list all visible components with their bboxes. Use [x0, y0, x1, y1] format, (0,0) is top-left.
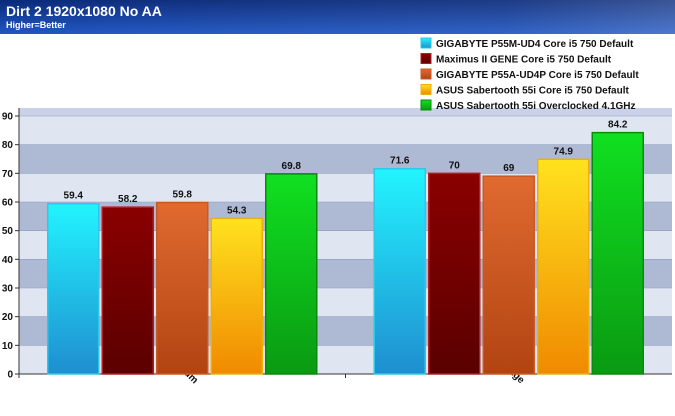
bar [210, 217, 263, 375]
grid-band [19, 116, 672, 145]
y-tick-label: 40 [2, 255, 14, 266]
bar [537, 158, 590, 375]
data-label: 70 [449, 160, 461, 171]
bar [482, 175, 535, 375]
bar [101, 206, 154, 375]
bar [47, 202, 100, 375]
y-tick-label: 60 [2, 198, 14, 209]
legend-label: ASUS Sabertooth 55i Core i5 750 Default [436, 86, 630, 97]
chart-subtitle: Higher=Better [6, 20, 66, 30]
legend-label: GIGABYTE P55M-UD4 Core i5 750 Default [436, 39, 634, 50]
data-label: 59.4 [64, 191, 84, 202]
data-label: 69.8 [282, 161, 302, 172]
legend-swatch [420, 99, 432, 111]
header-band: Dirt 2 1920x1080 No AA Higher=Better [0, 0, 675, 34]
data-label: 84.2 [608, 120, 628, 131]
legend-swatch [420, 84, 432, 95]
legend-label: ASUS Sabertooth 55i Overclocked 4.1GHz [436, 101, 636, 112]
data-label: 59.8 [173, 190, 193, 201]
y-axis: 0 10 20 30 40 50 60 70 80 90 [2, 108, 20, 381]
y-tick-label: 0 [7, 370, 13, 381]
data-label: 69 [503, 163, 515, 174]
data-label: 71.6 [390, 156, 410, 167]
data-labels-group: 59.4 58.2 59.8 54.3 69.8 71.6 70 69 74.9 84.2 [64, 120, 628, 217]
header-glow [0, 0, 675, 34]
y-tick-label: 70 [2, 169, 14, 180]
data-label: 58.2 [118, 194, 138, 205]
legend-label: GIGABYTE P55A-UD4P Core i5 750 Default [436, 70, 639, 81]
legend-label: Maximus II GENE Core i5 750 Default [436, 55, 612, 66]
y-tick-label: 50 [2, 226, 14, 237]
y-tick-label: 90 [2, 112, 14, 123]
bar [591, 131, 644, 375]
y-tick-label: 10 [2, 341, 14, 352]
legend-swatch [420, 68, 432, 80]
bar [373, 167, 426, 375]
y-tick-label: 20 [2, 312, 14, 323]
chart-title: Dirt 2 1920x1080 No AA [6, 3, 162, 19]
bar [156, 201, 209, 375]
legend: GIGABYTE P55M-UD4 Core i5 750 Default Max… [420, 37, 639, 112]
y-tick-label: 30 [2, 284, 14, 295]
legend-swatch [420, 37, 432, 49]
bars-group [47, 131, 644, 375]
bar [265, 173, 318, 375]
legend-swatch [420, 53, 432, 64]
data-label: 54.3 [227, 205, 247, 216]
bar [428, 172, 481, 375]
data-label: 74.9 [554, 146, 574, 157]
y-tick-label: 80 [2, 140, 14, 151]
